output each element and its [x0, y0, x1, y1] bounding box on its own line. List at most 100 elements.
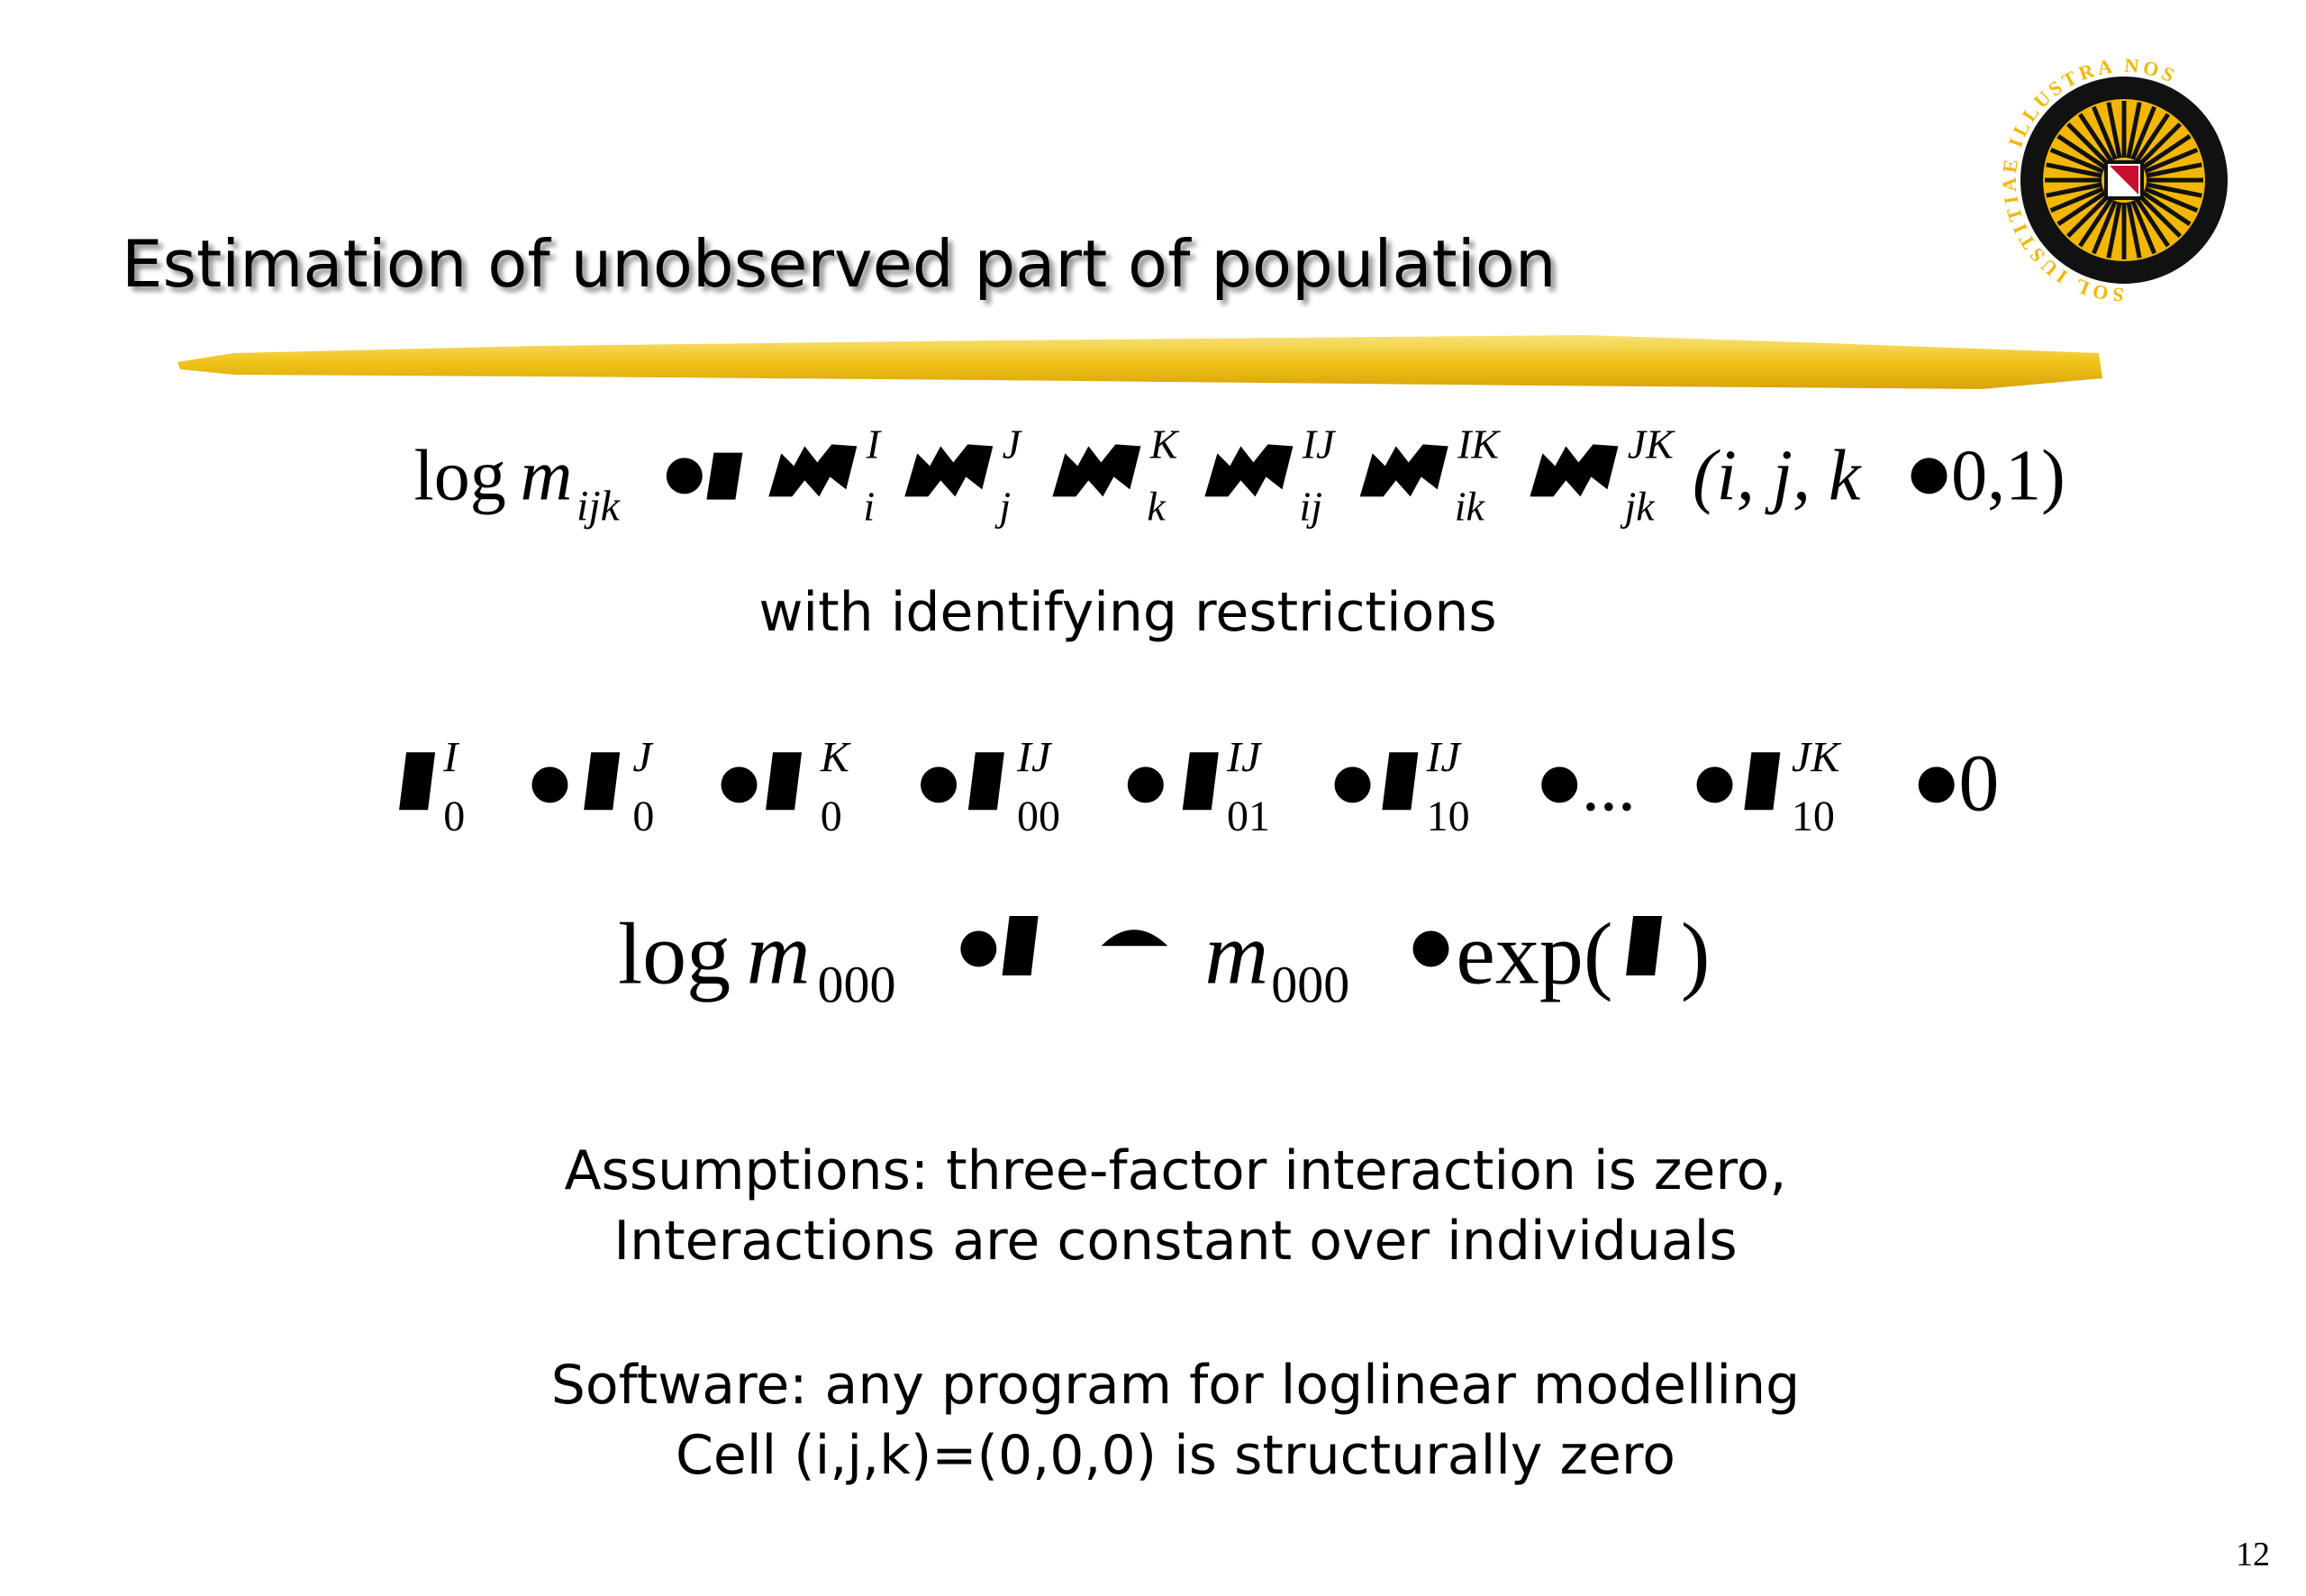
formula-text: 0 [821, 793, 842, 840]
logo-ray [2141, 134, 2192, 170]
glyph-box [1744, 752, 1781, 811]
logo-ray [2130, 200, 2156, 255]
glyph-burst [1530, 444, 1619, 497]
logo-ray [2106, 202, 2122, 258]
formula-text: JK [1628, 422, 1675, 467]
glyph-burst [1052, 444, 1141, 497]
formula-text: K [820, 734, 852, 782]
logo-ray [2092, 105, 2118, 160]
logo-ray [2066, 122, 2111, 167]
formula-text: IJ [1226, 734, 1263, 782]
glyph-dot [1696, 766, 1733, 803]
glyph-dot [921, 766, 958, 803]
logo-ray [2126, 202, 2142, 258]
formula-text: ijk [576, 483, 622, 530]
glyph-dot [531, 766, 568, 803]
logo-ray [2138, 194, 2182, 238]
page-number: 12 [2236, 1536, 2270, 1573]
formula-text: m [521, 437, 573, 516]
glyph-box [584, 752, 621, 811]
glyph-dot [1412, 930, 1449, 967]
formula-text: JK [1792, 734, 1842, 782]
assumption-line: Interactions are constant over individua… [613, 1210, 1737, 1273]
formula-text: i [863, 484, 875, 530]
glyph-dot [1541, 766, 1578, 803]
glyph-dot [666, 458, 703, 494]
logo-ray [2146, 182, 2202, 198]
formula-text: k [1147, 484, 1167, 530]
logo-ray [2056, 190, 2107, 226]
formula-text: I [866, 422, 883, 467]
logo-ray [2144, 186, 2199, 213]
formula-text: m [747, 905, 811, 1002]
formula-text: 0 [632, 793, 654, 840]
glyph-burst [904, 444, 994, 497]
formula-text: m [1204, 905, 1268, 1002]
logo-ray [2134, 197, 2170, 248]
glyph-box [399, 752, 436, 811]
formula-text: 0 [1958, 739, 1999, 828]
glyph-arrow [1101, 929, 1168, 947]
formula-text: jk [1620, 484, 1656, 530]
slide-title: Estimation of unobserved part of populat… [122, 226, 1556, 302]
software-line: Cell (i,j,k)=(0,0,0) is structurally zer… [676, 1424, 1675, 1487]
formula-text: IJ [1016, 734, 1053, 782]
logo-ray [2144, 148, 2199, 174]
formula-text: 00 [1017, 793, 1060, 840]
formula-text: 01 [1227, 793, 1270, 840]
formula-text: log [413, 437, 505, 516]
logo-ray [2066, 194, 2111, 238]
logo-ray [2130, 105, 2156, 160]
logo-ray [2138, 122, 2182, 167]
formula-text: 10 [1792, 793, 1835, 840]
formula-text: K [1149, 422, 1180, 467]
glyph-dot [1918, 766, 1955, 803]
logo-ray [2146, 162, 2202, 178]
formula-text: IK [1457, 422, 1501, 467]
formula-text: 0 [443, 793, 465, 840]
logo-ray [2078, 113, 2114, 163]
glyph-box [967, 752, 1004, 811]
glyph-dot [1911, 458, 1947, 494]
glyph-dot [960, 930, 997, 967]
logo-ray [2106, 102, 2122, 159]
logo-ray [2056, 134, 2107, 170]
logo-ray [2078, 197, 2114, 248]
glyph-box [766, 752, 803, 811]
formula-text: J [632, 734, 654, 782]
logo: SOL IUSTITIAE ILLUSTRA NOS [1998, 54, 2228, 306]
glyph-box [1182, 752, 1219, 811]
formula-text: j [994, 484, 1011, 530]
glyph-burst [768, 444, 858, 497]
formula-text: ij [1299, 484, 1322, 530]
logo-ray [2092, 200, 2118, 255]
logo-ray [2126, 102, 2142, 159]
title-underline [177, 335, 2102, 389]
formula-text: IJ [1426, 734, 1463, 782]
formula-text: 10 [1427, 793, 1470, 840]
glyph-box [706, 452, 743, 500]
glyph-box [1002, 916, 1039, 976]
logo-ray [2049, 186, 2104, 213]
restrictions-intro: with identifying restrictions [758, 581, 1496, 644]
logo-ray [2049, 148, 2104, 174]
formula-text: exp( [1456, 905, 1612, 1002]
logo-ray [2046, 182, 2102, 198]
glyph-box [1382, 752, 1419, 811]
logo-ray [2141, 190, 2192, 226]
software-line: Software: any program for loglinear mode… [551, 1354, 1800, 1417]
assumption-line: Assumptions: three-factor interaction is… [565, 1139, 1787, 1202]
formula-text: 000 [817, 956, 895, 1014]
formula-text: 0,1) [1951, 437, 2065, 516]
glyph-dot [1127, 766, 1164, 803]
formula-text: (i, j, k [1693, 437, 1862, 516]
formula-text: log [618, 905, 731, 1002]
formula-text: ik [1455, 484, 1486, 530]
glyph-dot [721, 766, 758, 803]
glyph-burst [1359, 444, 1448, 497]
logo-ray [2134, 113, 2170, 163]
glyph-dot [1334, 766, 1371, 803]
logo-ray [2046, 162, 2102, 178]
